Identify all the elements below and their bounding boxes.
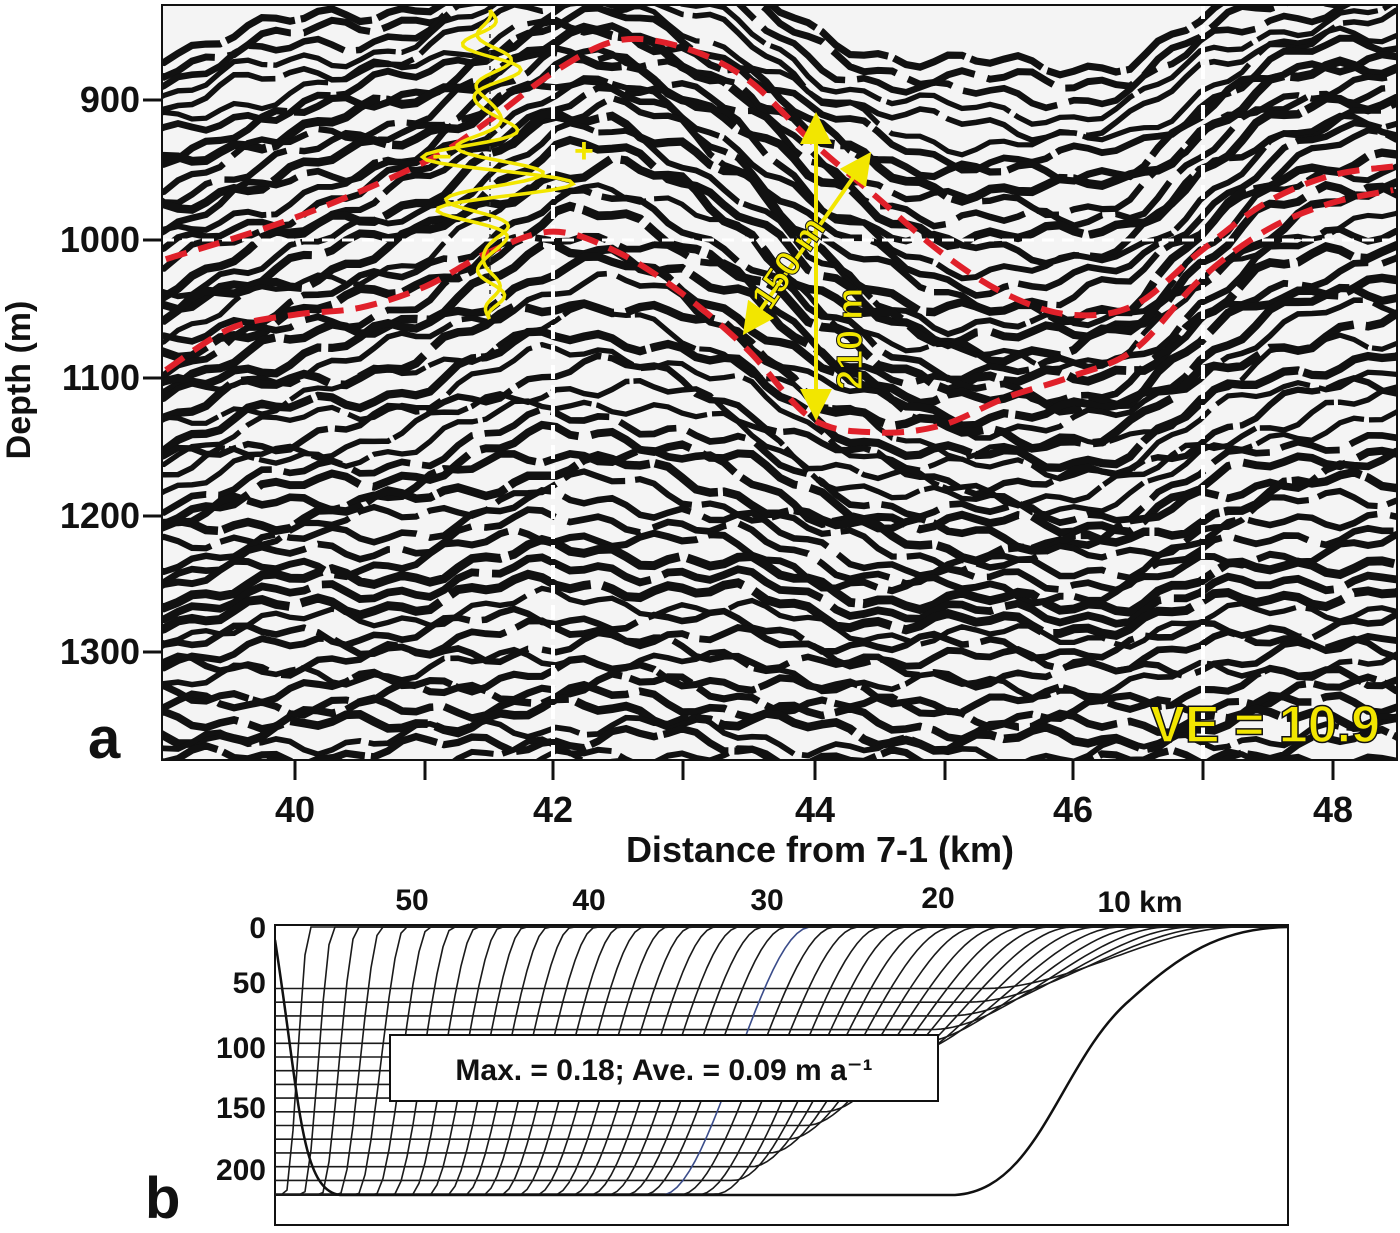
- seismic-stripe: [162, 680, 1397, 744]
- b-x-tick-20: 20: [921, 882, 954, 915]
- x-axis-label: Distance from 7-1 (km): [626, 829, 1014, 870]
- panel-a-frame: [161, 4, 1398, 761]
- seismic-stripe: [162, 605, 1397, 662]
- seismic-stripe: [162, 553, 1397, 628]
- minus-sign: −: [432, 138, 452, 176]
- x-tick-48: 48: [1313, 789, 1353, 830]
- b-x-tick-50: 50: [395, 884, 428, 917]
- panel-b-letter: b: [145, 1166, 180, 1231]
- dashed-lower-reflector: [164, 187, 1394, 436]
- seismic-stripe: [162, 646, 1397, 701]
- isochrone-curve: [275, 926, 1283, 1196]
- plus-sign: +: [574, 132, 594, 170]
- y-tick-1000: 1000: [60, 219, 140, 260]
- seismic-stripe: [162, 506, 1397, 594]
- seismic-stripe: [162, 5, 1395, 127]
- seismic-stripe: [162, 712, 1397, 760]
- y-tick-1100: 1100: [62, 357, 140, 398]
- seismic-stripe: [162, 398, 1397, 517]
- seismic-stripe: [162, 724, 1397, 760]
- seismic-stripe: [162, 468, 1397, 574]
- seismic-stripe: [162, 5, 1397, 158]
- b-y-tick-200: 200: [216, 1154, 266, 1187]
- synthetic-trace-overlay: [419, 8, 577, 320]
- ve-label: VE = 10.9: [1150, 696, 1380, 754]
- y-tick-1300: 1300: [60, 631, 140, 672]
- y-tick-900: 900: [80, 79, 140, 120]
- x-tick-44: 44: [795, 789, 835, 830]
- b-y-tick-50: 50: [233, 967, 266, 1000]
- seismic-stripe: [162, 5, 1397, 174]
- seismic-stripe: [162, 617, 1397, 675]
- envelope-curve: [275, 925, 1288, 1197]
- isochrone-curve: [275, 926, 1283, 1003]
- accumulation-text: Max. = 0.18; Ave. = 0.09 m a⁻¹: [455, 1054, 872, 1087]
- seismic-stripe: [162, 446, 1397, 553]
- seismic-stripe: [162, 341, 1397, 482]
- panel-a-letter: a: [88, 706, 121, 771]
- panel-a: − + 150 m 210 m VE = 10.9 900 1000 1100 …: [0, 4, 1398, 870]
- seismic-stripe: [162, 5, 1384, 112]
- seismic-stripe: [162, 5, 1397, 144]
- isochrone-curve: [275, 926, 1283, 1017]
- panel-a-y-axis: [143, 98, 162, 654]
- x-tick-40: 40: [275, 789, 315, 830]
- x-tick-46: 46: [1053, 789, 1093, 830]
- seismic-stripe: [162, 654, 1397, 716]
- accumulation-box: [389, 1034, 939, 1102]
- seismic-stripe: [162, 569, 1397, 641]
- panel-b-curves: [275, 925, 1288, 1197]
- seismic-stripe: [162, 526, 1397, 607]
- y-tick-1200: 1200: [60, 495, 140, 536]
- seismic-stripe: [162, 405, 1397, 527]
- isochrone-curve: [275, 926, 1283, 990]
- label-210m: 210 m: [829, 288, 870, 390]
- panel-b: 50 40 30 20 10 km 0 50 100 150 200 Max. …: [145, 882, 1289, 1231]
- x-tick-42: 42: [533, 789, 573, 830]
- b-y-tick-100: 100: [216, 1032, 266, 1065]
- seismic-stripe: [162, 299, 1397, 453]
- isochrone-curve: [275, 926, 1283, 1031]
- seismic-stripe: [162, 252, 1397, 430]
- seismic-stripe: [162, 44, 1397, 230]
- b-x-tick-30: 30: [750, 884, 783, 917]
- seismic-stripe: [162, 486, 1397, 582]
- seismic-stripe: [162, 534, 1397, 617]
- seismic-stripe: [162, 378, 1397, 509]
- b-x-tick-40: 40: [572, 884, 605, 917]
- arrow-150m: [742, 151, 872, 336]
- b-y-tick-150: 150: [216, 1092, 266, 1125]
- b-y-tick-0: 0: [249, 912, 266, 945]
- seismic-stripe: [162, 327, 1397, 472]
- panel-a-x-axis: [293, 760, 1335, 780]
- seismic-stripe: [162, 5, 1225, 79]
- seismic-stripe: [162, 694, 1397, 755]
- y-axis-label: Depth (m): [0, 301, 38, 460]
- b-x-tick-10km: 10 km: [1097, 886, 1182, 919]
